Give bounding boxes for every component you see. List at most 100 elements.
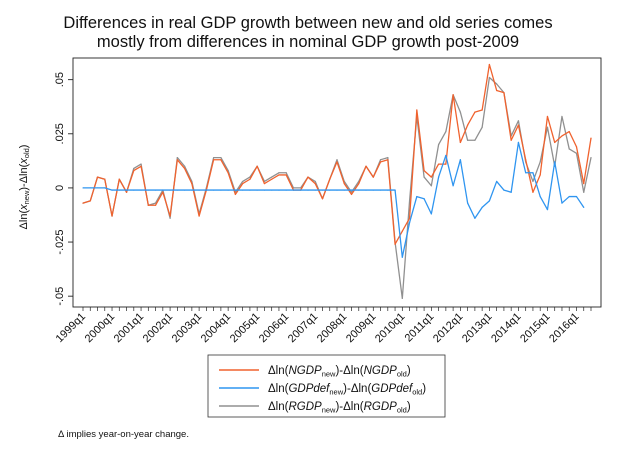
x-tick-label: 2004q1 <box>199 311 233 345</box>
y-axis-label-sub-old: old <box>22 148 31 158</box>
chart-title-line-2: mostly from differences in nominal GDP g… <box>97 33 519 51</box>
data-point-ngdp <box>539 174 541 176</box>
x-tick-label: 2007q1 <box>286 311 320 345</box>
data-point-ngdp <box>474 111 476 113</box>
data-point-gdpdef <box>271 189 273 191</box>
data-point-gdpdef <box>343 189 345 191</box>
data-point-gdpdef <box>118 189 120 191</box>
data-point-ngdp <box>394 243 396 245</box>
y-axis-label-var-2: x <box>18 158 30 165</box>
legend: Δln(NGDPnew)-Δln(NGDPold) Δln(GDPdefnew)-… <box>207 354 446 418</box>
data-point-ngdp <box>416 109 418 111</box>
data-point-gdpdef <box>89 187 91 189</box>
y-axis-label-prefix: Δln( <box>18 210 30 230</box>
data-point-rgdp <box>481 126 483 128</box>
data-point-gdpdef <box>162 189 164 191</box>
data-point-rgdp <box>590 157 592 159</box>
data-point-gdpdef <box>256 189 258 191</box>
data-point-gdpdef <box>517 141 520 144</box>
data-point-ngdp <box>111 215 113 217</box>
data-point-ngdp <box>82 202 84 204</box>
data-point-ngdp <box>125 191 128 193</box>
data-point-ngdp <box>350 193 353 196</box>
data-point-ngdp <box>459 141 461 144</box>
data-point-ngdp <box>525 159 527 161</box>
legend-label-ngdp: Δln(NGDPnew)-Δln(NGDPold) <box>268 365 411 379</box>
data-point-ngdp <box>365 165 367 167</box>
data-point-ngdp <box>271 178 273 180</box>
data-point-ngdp <box>532 191 534 193</box>
x-tick-label: 2000q1 <box>83 311 117 345</box>
data-point-gdpdef <box>82 187 84 189</box>
data-point-gdpdef <box>133 189 135 191</box>
data-point-ngdp <box>234 193 236 196</box>
data-point-rgdp <box>350 191 353 193</box>
data-point-ngdp <box>387 159 389 161</box>
data-point-gdpdef <box>452 185 454 187</box>
data-point-ngdp <box>154 204 157 206</box>
data-point-gdpdef <box>213 189 215 191</box>
data-point-rgdp <box>278 172 280 174</box>
data-point-gdpdef <box>336 189 338 191</box>
data-point-gdpdef <box>539 195 541 198</box>
data-point-ngdp <box>227 172 229 174</box>
data-point-gdpdef <box>358 189 360 191</box>
data-point-gdpdef <box>285 189 287 191</box>
data-point-rgdp <box>220 157 222 159</box>
data-point-gdpdef <box>372 189 374 191</box>
data-point-ngdp <box>583 182 585 185</box>
data-point-gdpdef <box>169 189 171 191</box>
x-tick-label: 2015q1 <box>518 311 552 345</box>
data-point-rgdp <box>133 167 135 170</box>
legend-label-rgdp: Δln(RGDPnew)-Δln(RGDPold) <box>268 401 411 415</box>
x-tick-label: 2014q1 <box>489 311 523 345</box>
data-point-gdpdef <box>242 189 244 191</box>
data-point-gdpdef <box>488 200 490 202</box>
data-point-gdpdef <box>438 176 440 178</box>
data-point-rgdp <box>575 152 578 154</box>
data-point-gdpdef <box>321 189 324 191</box>
data-point-gdpdef <box>350 189 353 191</box>
data-point-gdpdef <box>278 189 280 191</box>
data-point-rgdp <box>408 200 411 202</box>
data-point-gdpdef <box>568 195 570 198</box>
data-point-rgdp <box>387 157 389 159</box>
data-point-gdpdef <box>111 189 113 191</box>
data-point-gdpdef <box>249 189 251 191</box>
data-point-gdpdef <box>220 189 222 191</box>
y-tick-label: -.05 <box>54 287 66 306</box>
data-point-gdpdef <box>583 206 585 208</box>
series-line-rgdp <box>82 76 592 299</box>
data-point-gdpdef <box>263 189 266 191</box>
series-line-gdpdef <box>83 141 585 258</box>
data-point-gdpdef <box>329 189 331 191</box>
data-point-gdpdef <box>205 189 207 191</box>
data-point-gdpdef <box>510 191 512 193</box>
data-point-gdpdef <box>227 189 229 191</box>
y-tick-label: -.025 <box>54 230 66 255</box>
data-point-rgdp <box>184 165 186 167</box>
data-point-rgdp <box>336 159 338 161</box>
data-point-gdpdef <box>176 189 178 191</box>
data-point-ngdp <box>590 137 592 139</box>
data-point-gdpdef <box>546 208 549 211</box>
data-point-rgdp <box>517 120 520 122</box>
data-point-ngdp <box>213 159 215 161</box>
data-point-gdpdef <box>140 189 142 191</box>
data-point-gdpdef <box>125 189 128 191</box>
data-point-gdpdef <box>154 189 157 191</box>
data-point-gdpdef <box>445 154 447 157</box>
data-point-rgdp <box>488 76 490 79</box>
data-point-ngdp <box>249 178 251 180</box>
data-point-ngdp <box>184 167 186 170</box>
data-point-rgdp <box>532 180 534 183</box>
data-point-ngdp <box>517 124 520 126</box>
data-point-ngdp <box>263 182 266 185</box>
plot-area: -.05 -.025 0 .025 .05 1999q12000q12001q12002q… <box>54 57 602 345</box>
data-point-gdpdef <box>365 189 367 191</box>
data-point-ngdp <box>198 215 200 217</box>
data-point-ngdp <box>278 174 280 176</box>
y-axis-label-sub-new: new <box>22 190 31 204</box>
data-point-ngdp <box>89 200 91 202</box>
data-point-ngdp <box>321 198 324 200</box>
